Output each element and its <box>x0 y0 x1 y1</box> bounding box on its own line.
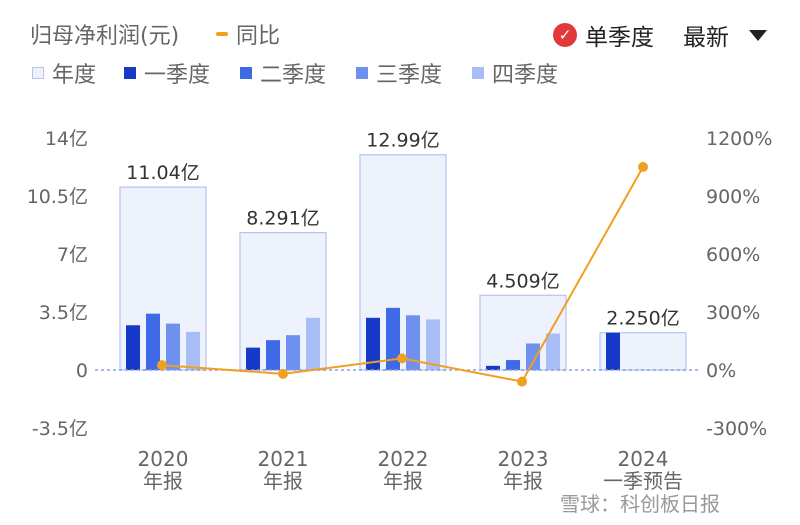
y-left-tick-label: 3.5亿 <box>39 302 88 324</box>
y-right-tick-label: 1200% <box>706 128 772 150</box>
annual-swatch-icon <box>32 67 44 79</box>
y-left-tick-label: -3.5亿 <box>32 418 88 440</box>
quarter-bar <box>426 319 440 370</box>
yoy-point <box>278 368 288 379</box>
y-right-tick-label: 600% <box>706 244 760 266</box>
yoy-point <box>638 162 648 172</box>
quarter-bar <box>546 333 560 370</box>
quarter-bar <box>366 317 380 370</box>
legend-q3-label: 三季度 <box>376 63 443 88</box>
y-right-tick-label: 900% <box>706 186 760 208</box>
legend-q2-label: 二季度 <box>260 63 327 88</box>
quarter-bar <box>266 340 280 370</box>
legend-q1[interactable]: 一季度 <box>124 57 210 89</box>
y-right-tick-label: 300% <box>706 302 760 324</box>
checkmark-icon: ✓ <box>553 23 577 47</box>
yoy-point <box>517 376 527 387</box>
chart-header: 归母净利润(元) 同比 ✓ 单季度 最新 年度 一季度 二季度 三季度 四季度 <box>0 0 800 100</box>
quarter-bar <box>406 315 420 370</box>
legend-q2[interactable]: 二季度 <box>240 57 326 89</box>
quarter-bar <box>286 335 300 370</box>
quarter-bar <box>526 343 540 370</box>
x-category-year: 2021 <box>258 447 309 471</box>
annual-value-label: 8.291亿 <box>246 208 319 230</box>
x-category-type: 年报 <box>383 469 423 493</box>
x-category-year: 2022 <box>378 447 429 471</box>
x-category-year: 2023 <box>498 447 549 471</box>
quarter-toggle-label: 单季度 <box>585 25 654 51</box>
legend-q4[interactable]: 四季度 <box>472 57 558 89</box>
q2-swatch-icon <box>240 67 252 79</box>
metric-title: 归母净利润(元) <box>30 18 179 50</box>
latest-dropdown[interactable]: 最新 <box>683 18 767 52</box>
q3-swatch-icon <box>356 67 368 79</box>
yoy-line-swatch-icon <box>216 32 228 36</box>
quarter-toggle[interactable]: ✓ 单季度 <box>553 18 654 52</box>
legend-q3[interactable]: 三季度 <box>356 57 442 89</box>
legend-q1-label: 一季度 <box>144 63 211 88</box>
quarter-bar <box>486 365 500 370</box>
annual-value-label: 11.04亿 <box>126 162 199 184</box>
y-left-tick-label: 7亿 <box>57 244 88 266</box>
legend-q4-label: 四季度 <box>492 63 559 88</box>
dropdown-triangle-icon <box>749 29 767 41</box>
x-category-type: 一季预告 <box>603 469 683 493</box>
y-right-tick-label: -300% <box>706 418 767 440</box>
yoy-point <box>397 353 407 364</box>
quarter-bar <box>246 347 260 370</box>
x-category-type: 年报 <box>503 469 543 493</box>
x-category-type: 年报 <box>263 469 303 493</box>
quarter-bar <box>146 313 160 370</box>
quarter-bar <box>126 325 140 370</box>
legend-annual-label: 年度 <box>52 63 97 88</box>
q4-swatch-icon <box>472 67 484 79</box>
quarter-bar <box>306 317 320 370</box>
watermark: 雪球：科创板日报 <box>560 488 720 517</box>
q1-swatch-icon <box>124 67 136 79</box>
yoy-point <box>157 360 167 371</box>
annual-value-label: 2.250亿 <box>606 308 679 330</box>
legend-yoy[interactable]: 同比 <box>216 18 280 50</box>
metric-title-label: 归母净利润(元) <box>30 24 180 49</box>
quarter-bar <box>506 360 520 370</box>
y-left-tick-label: 14亿 <box>45 128 88 150</box>
watermark-text: 雪球：科创板日报 <box>560 492 720 516</box>
y-left-tick-label: 10.5亿 <box>27 186 88 208</box>
quarter-bar <box>186 331 200 370</box>
y-left-tick-label: 0 <box>76 360 88 382</box>
quarter-bar <box>606 332 620 370</box>
quarter-bar <box>386 307 400 370</box>
latest-dropdown-label: 最新 <box>683 25 729 51</box>
x-category-year: 2024 <box>618 447 669 471</box>
legend-annual[interactable]: 年度 <box>32 57 96 89</box>
quarter-bar <box>166 323 180 370</box>
x-category-year: 2020 <box>138 447 189 471</box>
y-right-tick-label: 0% <box>706 360 736 382</box>
x-category-type: 年报 <box>143 469 183 493</box>
annual-value-label: 4.509亿 <box>486 270 559 292</box>
annual-value-label: 12.99亿 <box>366 130 439 152</box>
legend-yoy-label: 同比 <box>236 24 281 49</box>
